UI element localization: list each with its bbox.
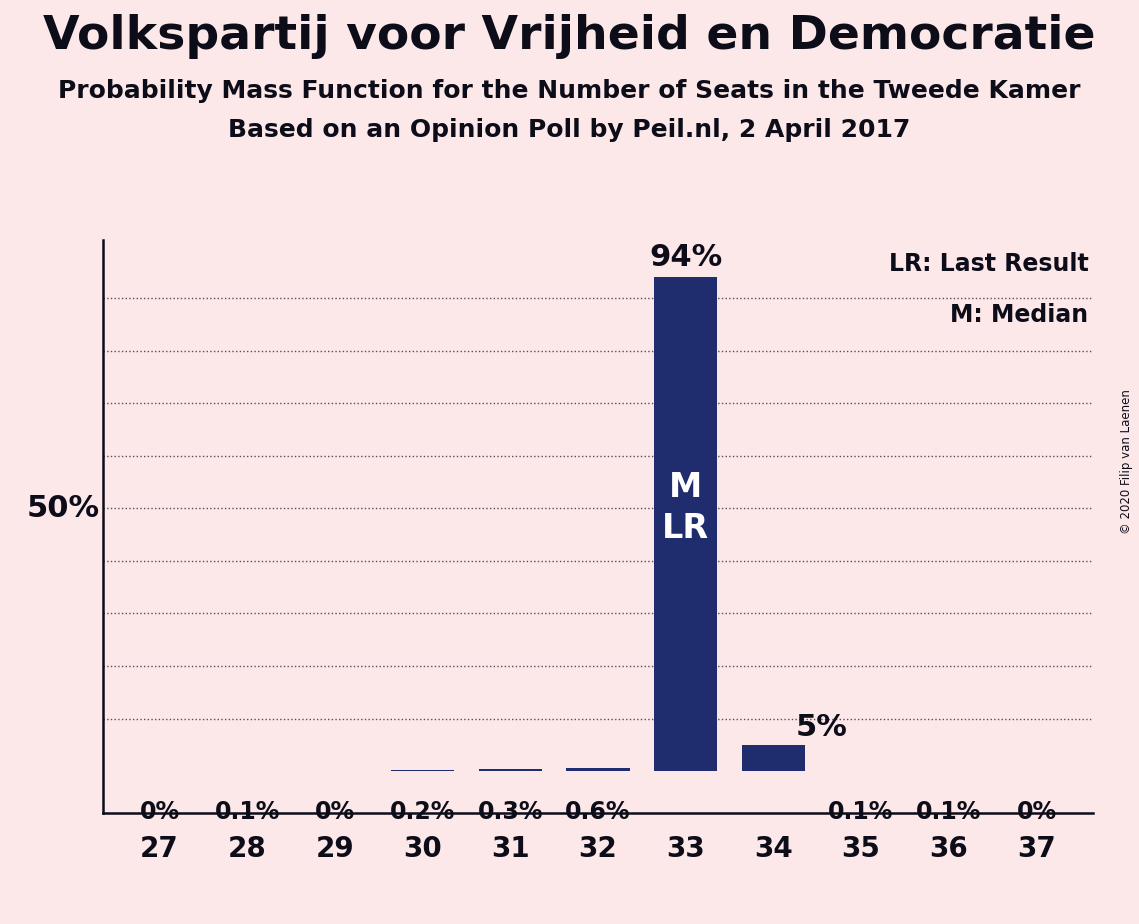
Bar (654, 277, 718, 771)
Text: LR: Last Result: LR: Last Result (888, 251, 1089, 275)
Text: 5%: 5% (796, 713, 847, 742)
Bar (741, 745, 805, 771)
Bar (391, 770, 454, 771)
Text: 0.1%: 0.1% (214, 800, 280, 824)
Bar (478, 770, 542, 771)
Text: 0%: 0% (139, 800, 180, 824)
Text: 0%: 0% (1016, 800, 1057, 824)
Bar (566, 768, 630, 771)
Text: 50%: 50% (26, 493, 100, 523)
Text: 0.2%: 0.2% (390, 800, 456, 824)
Text: 0%: 0% (314, 800, 355, 824)
Text: © 2020 Filip van Laenen: © 2020 Filip van Laenen (1121, 390, 1133, 534)
Text: 0.3%: 0.3% (477, 800, 543, 824)
Text: 0.6%: 0.6% (565, 800, 631, 824)
Text: 0.1%: 0.1% (916, 800, 982, 824)
Text: M
LR: M LR (662, 471, 710, 545)
Text: Based on an Opinion Poll by Peil.nl, 2 April 2017: Based on an Opinion Poll by Peil.nl, 2 A… (228, 118, 911, 142)
Text: 94%: 94% (649, 243, 722, 272)
Text: Probability Mass Function for the Number of Seats in the Tweede Kamer: Probability Mass Function for the Number… (58, 79, 1081, 103)
Text: M: Median: M: Median (950, 303, 1089, 327)
Text: 0.1%: 0.1% (828, 800, 894, 824)
Text: Volkspartij voor Vrijheid en Democratie: Volkspartij voor Vrijheid en Democratie (43, 14, 1096, 59)
